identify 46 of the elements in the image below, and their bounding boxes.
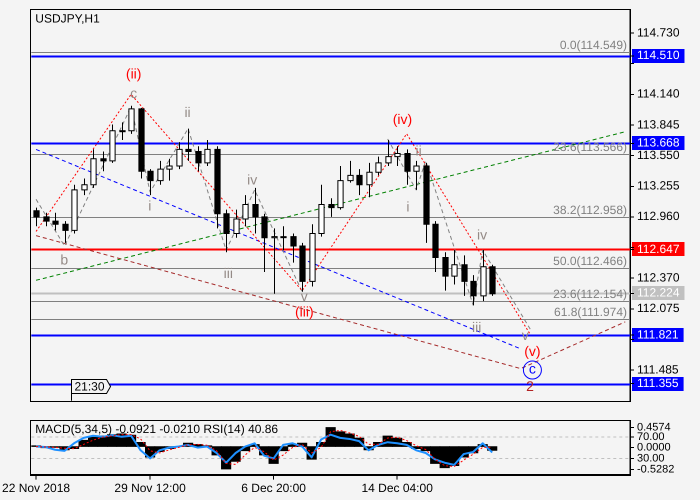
ref-line-label: 61.8(111.974): [554, 304, 627, 319]
y-tick-label: 111.485: [637, 362, 679, 376]
annotation: iv: [247, 171, 258, 188]
y-tick-label: 112.075: [637, 301, 680, 316]
y-tick-label: 111.821: [637, 328, 679, 342]
y-tick-label: 113.255: [637, 178, 680, 193]
y-tick-label: 114.510: [637, 48, 680, 62]
annotation: v: [300, 288, 308, 304]
ref-line-label: 0.0(114.549): [560, 38, 627, 52]
annotation: iii: [224, 265, 233, 282]
y2-tick-label: -0.5282: [637, 464, 674, 476]
annotation: i: [406, 198, 410, 214]
y-tick-label: 114.730: [637, 25, 680, 40]
annotation: (iii): [294, 303, 314, 320]
y-tick-label: 112.224: [637, 286, 680, 300]
y-tick-label: 30.00: [637, 452, 665, 464]
annotation: c: [130, 85, 138, 102]
annotation: (v): [524, 342, 541, 359]
y-tick-label: 70.00: [637, 430, 665, 443]
y-tick-label: 114.140: [637, 86, 680, 101]
annotation: 21:30: [74, 379, 105, 394]
y-tick-label: 113.668: [637, 136, 680, 150]
annotation: iii: [472, 319, 482, 336]
annotation: (iv): [392, 111, 412, 128]
chart-title: MACD(5,34,5) -0.0921 -0.0210 RSI(14) 40.86: [35, 422, 278, 436]
chart-title: USDJPY,H1: [35, 12, 100, 26]
y-tick-label: 111.355: [637, 376, 679, 390]
annotation: ii: [184, 104, 191, 120]
y-tick-label: 113.550: [637, 148, 680, 162]
x-tick-label: 22 Nov 2018: [2, 481, 70, 496]
y2-tick-label: 0.0000: [637, 442, 671, 454]
x-tick-label: 6 Dec 20:00: [241, 481, 306, 496]
annotation: (ii): [126, 66, 142, 82]
ref-line-label: 50.0(112.466): [553, 254, 627, 268]
x-tick-label: 14 Dec 04:00: [361, 481, 434, 496]
y-tick-label: 112.647: [637, 242, 680, 256]
annotation: c: [528, 360, 536, 376]
y-tick-label: 112.960: [637, 209, 680, 224]
annotation: iv: [477, 226, 488, 242]
annotation: b: [60, 251, 68, 268]
y-tick-label: 112.370: [637, 270, 680, 285]
annotation: i: [148, 198, 152, 214]
ref-line-label: 38.2(112.958): [553, 202, 627, 217]
ref-line-label: 23.6(112.154): [553, 286, 627, 301]
x-tick-label: 29 Nov 12:00: [114, 481, 186, 496]
y-tick-label: 113.845: [637, 117, 680, 132]
